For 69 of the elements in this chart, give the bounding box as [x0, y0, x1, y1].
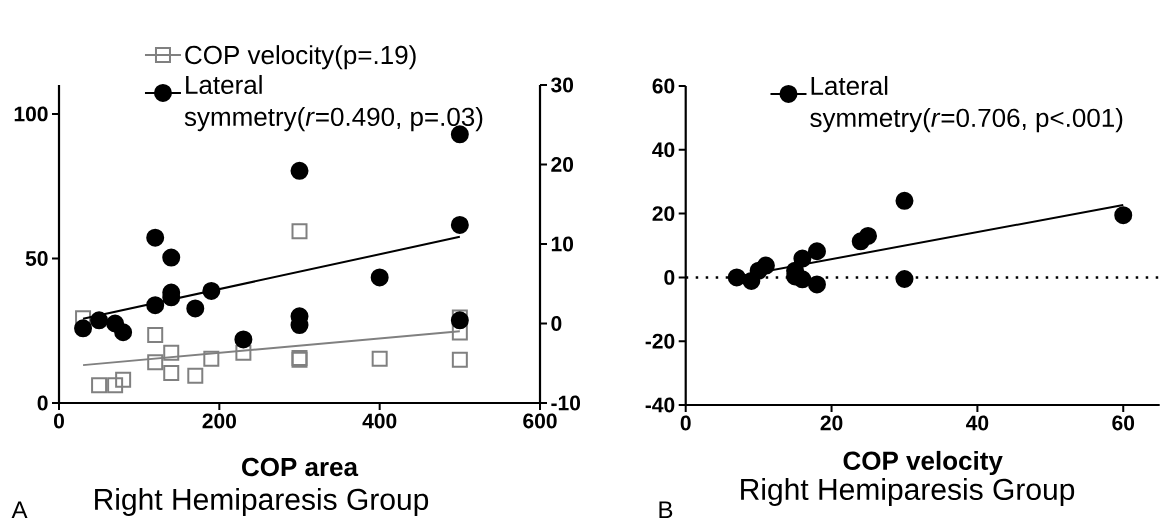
text: Right Hemiparesis Group [95, 488, 429, 516]
text: B [659, 501, 673, 518]
point [451, 351, 468, 368]
x-tick-label: 600 [523, 413, 557, 429]
point [91, 377, 108, 394]
y2-tick-label: 0 [551, 316, 562, 331]
y-tick-label: 20 [652, 206, 675, 222]
point [115, 371, 132, 388]
y-tick-label: 60 [652, 78, 675, 94]
point [163, 344, 180, 361]
legend-label: COP velocity(p=.19) [185, 45, 416, 70]
y-tick-label: 0 [37, 395, 48, 411]
x-tick-label: 20 [820, 415, 843, 431]
x-tick-label: 0 [53, 413, 64, 429]
point [146, 296, 165, 315]
point [291, 223, 308, 240]
y2-tick-label: 10 [551, 236, 574, 252]
point [807, 242, 826, 261]
point [147, 354, 164, 371]
point [90, 311, 109, 330]
x-tick-label: 40 [966, 415, 989, 431]
point [727, 268, 746, 287]
y-tick-label: 40 [652, 142, 675, 158]
y-tick-label: 50 [25, 251, 48, 266]
point [146, 228, 165, 247]
point [371, 350, 388, 367]
point [1114, 206, 1133, 225]
point [290, 161, 309, 180]
point [114, 323, 133, 342]
point [162, 248, 181, 267]
x-tick-label: 200 [202, 413, 236, 429]
point [235, 344, 252, 361]
point [187, 367, 204, 384]
point [793, 249, 812, 268]
point [793, 270, 812, 289]
point [74, 319, 93, 338]
point [450, 215, 469, 234]
point [147, 327, 164, 344]
point [807, 275, 826, 294]
x-axis-title: COP area [242, 457, 359, 477]
y-tick-label: -40 [645, 397, 675, 413]
point [75, 310, 92, 327]
legend-label: Lateral symmetry(r=0.490, p=.03) [184, 74, 483, 132]
x-tick-label: 60 [1112, 415, 1135, 431]
point [859, 226, 878, 245]
point [186, 299, 205, 318]
point [107, 377, 124, 394]
x-tick-label: 0 [680, 415, 691, 431]
point [202, 281, 221, 300]
y2-tick-label: 20 [551, 157, 574, 172]
text: A [11, 501, 28, 519]
y-tick-label: 100 [14, 106, 48, 122]
y-tick-label: 0 [664, 269, 675, 285]
point [756, 256, 775, 275]
y-tick-label: -20 [645, 333, 675, 349]
point [203, 350, 220, 367]
x-axis-title: COP velocity [843, 450, 1003, 476]
point [895, 191, 914, 210]
y2-tick-label: -10 [551, 395, 581, 411]
y2-tick-label: 30 [551, 77, 574, 93]
point [450, 311, 469, 330]
point [895, 269, 914, 288]
x-tick-label: 400 [362, 413, 397, 429]
text: Right Hemiparesis Group [741, 478, 1075, 506]
point [163, 364, 180, 381]
point [451, 324, 468, 341]
point [234, 330, 253, 349]
legend-label: Lateral symmetry(r=0.706, p<.001) [810, 75, 1123, 133]
point [370, 268, 389, 287]
